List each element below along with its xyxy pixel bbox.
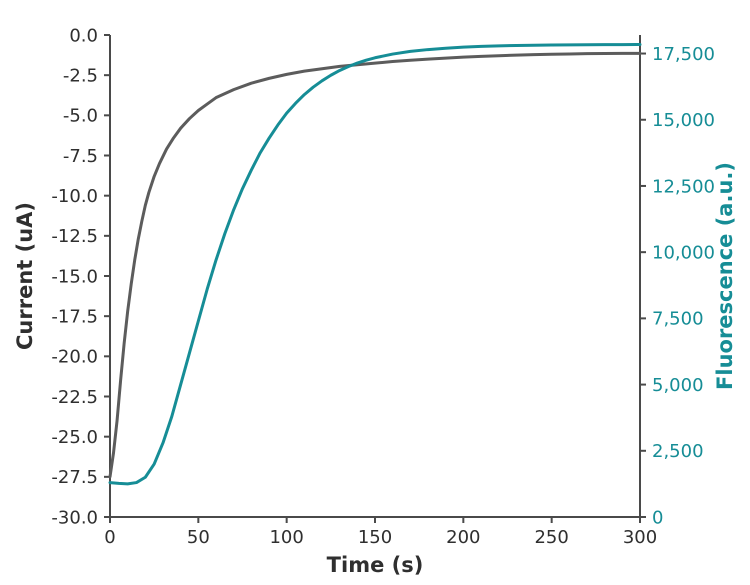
dual-axis-chart: 0 50 100 150 200 250 300 Time (s) -30.0 -27.5 -25.… — [0, 0, 750, 585]
x-axis-label: Time (s) — [327, 553, 424, 577]
y-right-axis-label: Fluorescence (a.u.) — [713, 162, 737, 390]
y-left-tick-label: 0.0 — [69, 25, 98, 46]
y-right-tick-label: 0 — [652, 507, 663, 528]
y-right-tick-label: 7,500 — [652, 309, 704, 330]
y-right-tick-label: 17,500 — [652, 44, 715, 65]
y-left-tick-label: -7.5 — [63, 146, 98, 167]
x-tick-label: 250 — [534, 527, 568, 548]
y-left-tick-label: -5.0 — [63, 106, 98, 127]
y-right-tick-label: 10,000 — [652, 242, 715, 263]
x-tick-label: 300 — [623, 527, 657, 548]
y-left-tick-label: -2.5 — [63, 65, 98, 86]
y-left-tick-label: -22.5 — [51, 387, 98, 408]
y-left-axis-label: Current (uA) — [13, 202, 37, 350]
x-tick-label: 200 — [446, 527, 480, 548]
x-tick-label: 0 — [104, 527, 115, 548]
y-right-tick-label: 5,000 — [652, 375, 704, 396]
y-left-tick-label: -30.0 — [51, 507, 98, 528]
chart-svg: 0 50 100 150 200 250 300 Time (s) -30.0 -27.5 -25.… — [0, 0, 750, 585]
y-left-tick-label: -20.0 — [51, 347, 98, 368]
y-left-tick-label: -12.5 — [51, 226, 98, 247]
y-left-tick-label: -25.0 — [51, 427, 98, 448]
y-left-tick-label: -10.0 — [51, 186, 98, 207]
y-right-tick-label: 15,000 — [652, 110, 715, 131]
y-left-tick-label: -17.5 — [51, 306, 98, 327]
x-tick-label: 150 — [358, 527, 392, 548]
x-tick-label: 100 — [269, 527, 303, 548]
y-right-tick-label: 12,500 — [652, 176, 715, 197]
x-tick-label: 50 — [187, 527, 210, 548]
y-left-tick-label: -27.5 — [51, 467, 98, 488]
y-right-tick-label: 2,500 — [652, 441, 704, 462]
y-left-tick-label: -15.0 — [51, 266, 98, 287]
